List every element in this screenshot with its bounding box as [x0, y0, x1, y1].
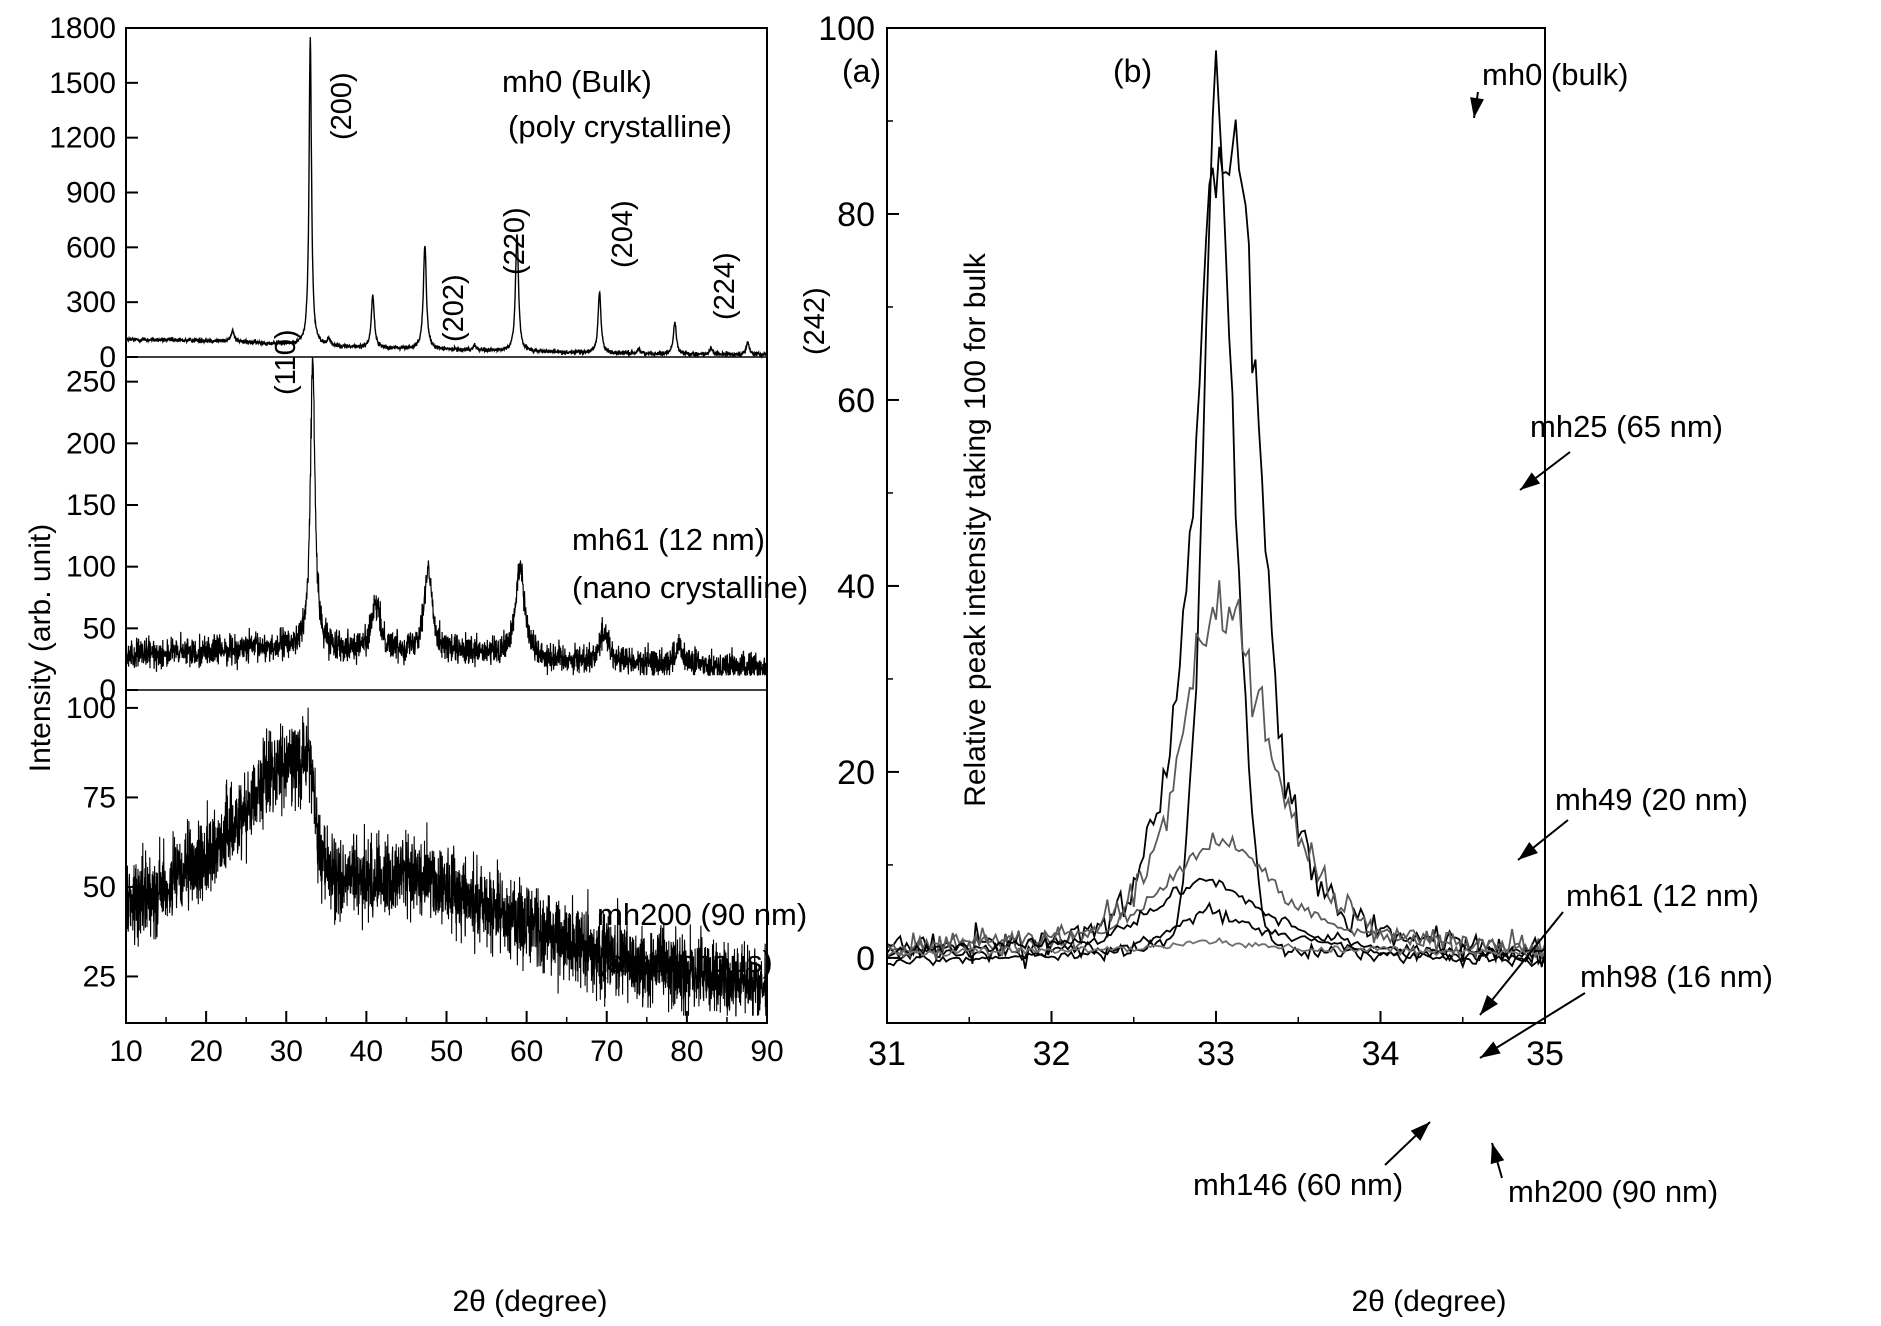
- mh61-label-line1: mh61 (12 nm): [572, 522, 765, 557]
- b-ytick-label: 60: [837, 382, 875, 420]
- panel-b-xlabel: 2θ (degree): [1351, 1285, 1506, 1318]
- a-ytick-label: 300: [66, 286, 116, 319]
- a-xtick-label: 20: [189, 1035, 222, 1068]
- annot-mh146: mh146 (60 nm): [1193, 1167, 1403, 1202]
- annot-mh98: mh98 (16 nm): [1580, 959, 1773, 994]
- a-ytick-label: 1500: [49, 67, 116, 100]
- a-ytick-label: 900: [66, 177, 116, 210]
- panel-b-label: (b): [1113, 53, 1152, 89]
- panel-b-frame: [886, 27, 1546, 1024]
- a-ytick-label: 250: [66, 366, 116, 399]
- mh0-trace: [125, 37, 768, 360]
- series-mh61-line: [886, 832, 1546, 959]
- panel-a-label: (a): [842, 53, 881, 89]
- panel-b: 31 32 33 34 35 0 20 40 60 80 100 (b) 2θ (degree) R…: [818, 10, 1773, 1318]
- annot-mh49: mh49 (20 nm): [1555, 782, 1748, 817]
- panel-b-traces: [886, 50, 1546, 970]
- mh0-label-line2: (poly crystalline): [508, 109, 732, 144]
- series-mh200-line: [886, 937, 1546, 958]
- a-ytick-label: 600: [66, 231, 116, 264]
- a-xtick-label: 50: [430, 1035, 463, 1068]
- panel-b-arrows: [1384, 91, 1586, 1179]
- mh200-trace: [125, 707, 768, 1017]
- arrow-mh25-head: [1520, 472, 1541, 490]
- a-ytick-label: 100: [66, 692, 116, 725]
- arrow-mh0-head: [1470, 97, 1484, 118]
- panel-b-ylabel: Relative peak intensity taking 100 for b…: [959, 252, 992, 807]
- peak-label-242: (242): [799, 287, 831, 355]
- a-xtick-label: 80: [670, 1035, 703, 1068]
- mh61-label-line2: (nano crystalline): [572, 570, 808, 605]
- b-xtick-label: 32: [1033, 1035, 1071, 1073]
- a-ytick-label: 25: [83, 960, 116, 993]
- a-xtick-label: 60: [510, 1035, 543, 1068]
- arrow-mh98-head: [1480, 1041, 1501, 1058]
- annot-mh61: mh61 (12 nm): [1566, 878, 1759, 913]
- annot-mh200: mh200 (90 nm): [1508, 1174, 1718, 1209]
- b-xtick-label: 35: [1526, 1035, 1564, 1073]
- series-mh98-line: [886, 877, 1546, 961]
- a-ytick-label: 0: [99, 341, 116, 374]
- panel-a-traces: [125, 37, 768, 1017]
- arrow-mh61-head: [1480, 995, 1498, 1015]
- arrow-mh61: [1479, 911, 1564, 1016]
- a-ytick-label: 50: [83, 871, 116, 904]
- b-xtick-label: 31: [868, 1035, 906, 1073]
- b-ytick-label: 40: [837, 568, 875, 606]
- panel-a: 10 20 30 40 50 60 70 80 900300600900120015001800…: [24, 12, 881, 1318]
- annot-mh25: mh25 (65 nm): [1530, 409, 1723, 444]
- mh61-trace: [125, 356, 768, 677]
- a-ytick-label: 150: [66, 489, 116, 522]
- a-xtick-label: 40: [350, 1035, 383, 1068]
- peak-label-220: (220): [499, 207, 531, 275]
- arrow-mh98: [1479, 992, 1586, 1059]
- b-ytick-label: 100: [818, 10, 875, 48]
- mh200-label-line1: mh200 (90 nm): [597, 897, 807, 932]
- a-ytick-label: 1800: [49, 12, 116, 45]
- a-xtick-label: 70: [590, 1035, 623, 1068]
- mh0-label-line1: mh0 (Bulk): [502, 64, 652, 99]
- peak-label-204: (204): [607, 200, 639, 268]
- peak-label-202: (202): [438, 274, 470, 342]
- panel-a-xlabel: 2θ (degree): [452, 1285, 607, 1318]
- b-ytick-label: 20: [837, 754, 875, 792]
- panel-a-ticks: 10 20 30 40 50 60 70 80 900300600900120015001800…: [49, 12, 783, 1068]
- a-ytick-label: 50: [83, 612, 116, 645]
- peak-label-200: (200): [326, 72, 358, 140]
- a-ytick-label: 75: [83, 781, 116, 814]
- mh200-label-line2: (amorphous): [597, 944, 773, 979]
- annot-mh0: mh0 (bulk): [1482, 57, 1628, 92]
- a-xtick-label: 30: [270, 1035, 303, 1068]
- a-ytick-label: 1200: [49, 122, 116, 155]
- arrow-mh200-head: [1490, 1143, 1505, 1165]
- b-xtick-label: 33: [1197, 1035, 1235, 1073]
- b-ytick-label: 0: [856, 940, 875, 978]
- series-mh25-line: [886, 119, 1546, 969]
- b-xtick-label: 34: [1362, 1035, 1400, 1073]
- panel-b-ticks: 31 32 33 34 35 0 20 40 60 80 100: [818, 10, 1564, 1073]
- a-ytick-label: 200: [66, 427, 116, 460]
- a-xtick-label: 90: [750, 1035, 783, 1068]
- a-ytick-label: 0: [99, 674, 116, 707]
- series-mh146-line: [887, 901, 1546, 968]
- arrow-mh146-head: [1410, 1122, 1430, 1141]
- a-xtick-label: 10: [109, 1035, 142, 1068]
- b-ytick-label: 80: [837, 196, 875, 234]
- panel-a-frame: [125, 27, 768, 1024]
- arrow-mh49-head: [1518, 842, 1538, 860]
- peak-label-224: (224): [709, 252, 741, 320]
- panel-a-ylabel: Intensity (arb. unit): [24, 524, 57, 772]
- a-ytick-label: 100: [66, 551, 116, 584]
- peak-label-110: (110): [270, 329, 302, 395]
